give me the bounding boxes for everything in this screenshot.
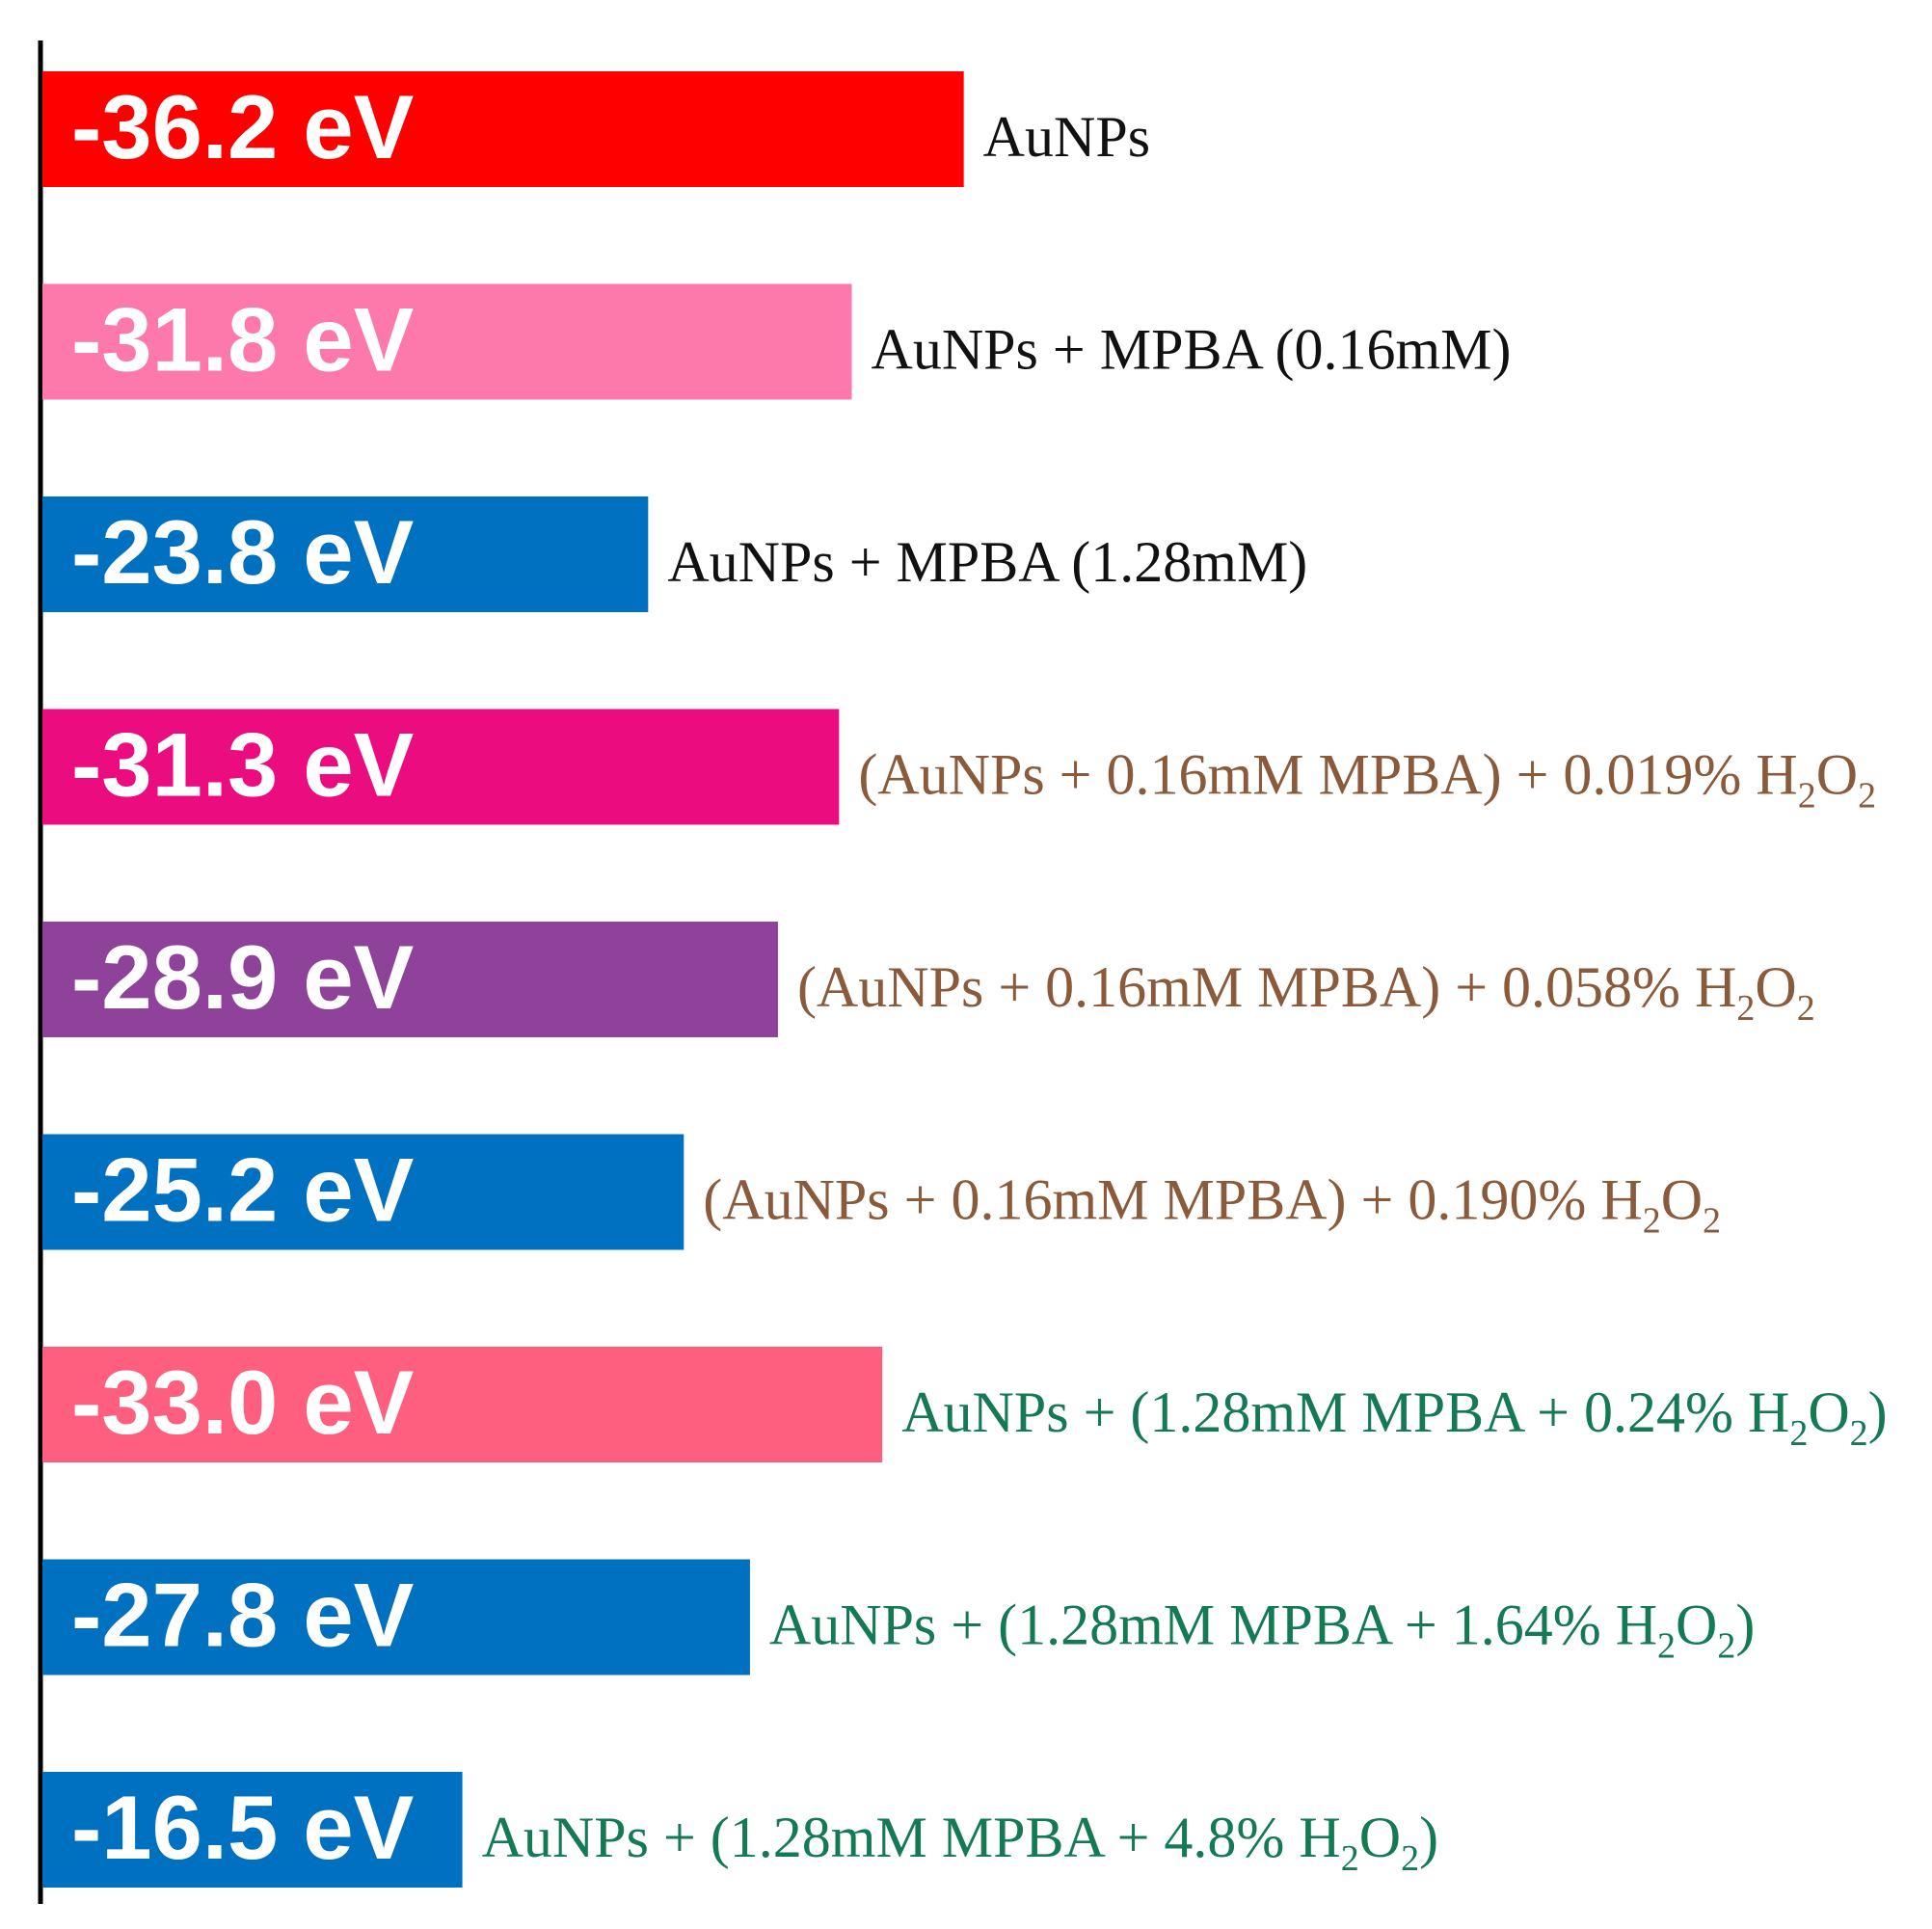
bar-value-label: -28.9 eV	[71, 926, 415, 1028]
category-text: (AuNPs + 0.16mM MPBA) + 0.190% H	[703, 1168, 1642, 1232]
bar-value-label: -23.8 eV	[71, 501, 415, 603]
bar-category-label: (AuNPs + 0.16mM MPBA) + 0.019% H2O2	[858, 743, 1876, 817]
bar-category-label: (AuNPs + 0.16mM MPBA) + 0.058% H2O2	[797, 955, 1815, 1029]
category-text: O	[1755, 955, 1796, 1019]
subscript-text: 2	[1717, 1626, 1735, 1667]
bar-row: -23.8 eV AuNPs + MPBA (1.28mM)	[42, 496, 1307, 612]
bar-category-label: (AuNPs + 0.16mM MPBA) + 0.190% H2O2	[703, 1168, 1721, 1242]
category-text: O	[1816, 743, 1858, 807]
subscript-text: 2	[1657, 1626, 1676, 1667]
category-text: AuNPs + MPBA (1.28mM)	[667, 530, 1307, 594]
bar	[42, 71, 964, 187]
category-text: AuNPs + (1.28mM MPBA + 1.64% H	[769, 1594, 1657, 1657]
category-text: AuNPs + MPBA (0.16mM)	[872, 318, 1512, 382]
bar	[42, 922, 778, 1037]
subscript-text: 2	[1797, 988, 1815, 1029]
bar-category-label: AuNPs + (1.28mM MPBA + 1.64% H2O2)	[769, 1594, 1755, 1667]
bar-value-label: -31.8 eV	[71, 289, 415, 390]
bar-value-label: -33.0 eV	[71, 1352, 415, 1453]
bar-value-label: -16.5 eV	[71, 1777, 415, 1878]
bar-category-label: AuNPs + (1.28mM MPBA + 4.8% H2O2)	[482, 1806, 1438, 1879]
bars-layer: -36.2 eV AuNPs -31.8 eV AuNPs + MPBA (0.16m…	[42, 71, 1888, 1888]
subscript-text: 2	[1341, 1838, 1359, 1879]
bar-row: -25.2 eV (AuNPs + 0.16mM MPBA) + 0.190% H…	[42, 1134, 1721, 1250]
bar-row: -27.8 eV AuNPs + (1.28mM MPBA + 1.64% H2O…	[42, 1559, 1755, 1675]
category-text: (AuNPs + 0.16mM MPBA) + 0.058% H	[797, 955, 1736, 1019]
category-text: O	[1676, 1594, 1717, 1657]
bar-category-label: AuNPs	[983, 105, 1150, 169]
bar-category-label: AuNPs + (1.28mM MPBA + 0.24% H2O2)	[901, 1380, 1887, 1454]
bar-value-label: -36.2 eV	[71, 76, 415, 177]
bar	[42, 709, 840, 825]
bar	[42, 1134, 684, 1250]
category-text: AuNPs + (1.28mM MPBA + 0.24% H	[901, 1380, 1789, 1444]
bar-row: -36.2 eV AuNPs	[42, 71, 1150, 187]
bar-value-label: -25.2 eV	[71, 1139, 415, 1241]
category-text: O	[1359, 1806, 1401, 1869]
bar-category-label: AuNPs + MPBA (1.28mM)	[667, 530, 1307, 594]
bar-row: -31.8 eV AuNPs + MPBA (0.16mM)	[42, 283, 1512, 400]
bar	[42, 496, 649, 612]
bar-row: -28.9 eV (AuNPs + 0.16mM MPBA) + 0.058% H…	[42, 922, 1815, 1037]
subscript-text: 2	[1858, 776, 1876, 817]
bar	[42, 283, 852, 400]
subscript-text: 2	[1736, 988, 1755, 1029]
category-text: )	[1419, 1806, 1438, 1869]
subscript-text: 2	[1789, 1413, 1808, 1454]
subscript-text: 2	[1798, 776, 1816, 817]
bar-value-label: -27.8 eV	[71, 1565, 415, 1666]
subscript-text: 2	[1643, 1201, 1661, 1242]
bar-category-label: AuNPs + MPBA (0.16mM)	[872, 318, 1512, 382]
bar-row: -31.3 eV (AuNPs + 0.16mM MPBA) + 0.019% H…	[42, 709, 1876, 825]
subscript-text: 2	[1703, 1201, 1721, 1242]
bar	[42, 1559, 750, 1675]
bar-row: -16.5 eV AuNPs + (1.28mM MPBA + 4.8% H2O2…	[42, 1772, 1438, 1888]
category-text: O	[1808, 1380, 1849, 1444]
category-text: AuNPs	[983, 105, 1150, 169]
category-text: )	[1868, 1380, 1888, 1444]
category-text: O	[1661, 1168, 1703, 1232]
bar	[42, 1347, 883, 1462]
category-text: (AuNPs + 0.16mM MPBA) + 0.019% H	[858, 743, 1797, 807]
subscript-text: 2	[1401, 1838, 1419, 1879]
bar-row: -33.0 eV AuNPs + (1.28mM MPBA + 0.24% H2O…	[42, 1347, 1888, 1462]
subscript-text: 2	[1850, 1413, 1868, 1454]
bar	[42, 1772, 463, 1888]
bar-value-label: -31.3 eV	[71, 714, 415, 816]
category-text: AuNPs + (1.28mM MPBA + 4.8% H	[482, 1806, 1341, 1869]
category-text: )	[1735, 1594, 1755, 1657]
